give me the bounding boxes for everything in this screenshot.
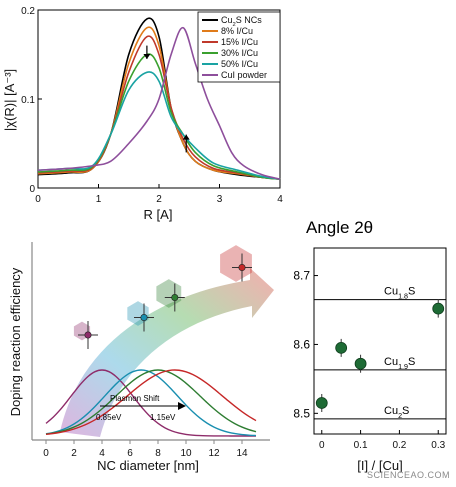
exafs-x-tick-label: 3: [217, 194, 223, 205]
exafs-legend-box: [197, 11, 281, 83]
doping-x-tick-label: 2: [71, 448, 77, 459]
size-distribution-curve-3: [45, 369, 257, 435]
doping-ticks-group: 0 2 4 6 8 10 12 14: [43, 440, 248, 459]
doping-x-tick-label: 6: [127, 448, 133, 459]
angle-chart-title: Angle 2θ: [306, 218, 373, 237]
exafs-y-axis-label: |χ(R)| [A⁻³]: [2, 69, 17, 131]
doping-x-tick-label: 10: [180, 448, 192, 459]
angle-x-tick-label: 0.3: [431, 440, 445, 451]
size-distribution-curves: [45, 369, 257, 437]
exafs-arrows-group: [143, 45, 190, 153]
angle-chart: Angle 2θ Cu1.8S Cu1.9S Cu2S 0 0.1 0.2 0.3 8.5 8…: [276, 208, 456, 482]
doping-point-0: [84, 331, 92, 339]
angle-point-0: [315, 397, 328, 409]
plasmon-arrow-head: [178, 402, 186, 410]
exafs-x-tick-label: 1: [96, 194, 102, 205]
plasmon-right-energy: 1.15eV: [150, 413, 176, 422]
exafs-chart: 0 1 2 3 4 0 0.1 0.2 Cu2S NCs 8% I/Cu 15% I/Cu 30% …: [0, 0, 456, 232]
exafs-annotation-arrowhead-1: [182, 134, 190, 140]
angle-y-tick-label: 8.6: [293, 337, 310, 351]
exafs-annotation-arrowhead-0: [143, 53, 151, 59]
angle-y-tick-label: 8.5: [293, 406, 310, 420]
exafs-x-axis-label: R [A]: [144, 207, 173, 222]
doping-efficiency-svg: 0 2 4 6 8 10 12 14 Plasmon Shift 0.85eV 1.15eV …: [8, 242, 274, 473]
doping-x-tick-label: 4: [99, 448, 105, 459]
reference-lines-group: Cu1.8S Cu1.9S Cu2S: [314, 286, 446, 420]
size-distribution-curve-0: [45, 369, 257, 437]
angle-x-tick-label: 0.1: [354, 440, 368, 451]
exafs-y-tick-label: 0.1: [21, 95, 35, 106]
angle-point-3: [432, 302, 445, 315]
angle-point-1: [335, 341, 348, 354]
doping-x-tick-label: 0: [43, 448, 49, 459]
angle-ticks-group: 0 0.1 0.2 0.3 8.5 8.6 8.7: [293, 269, 445, 451]
angle-plot-frame: [313, 247, 447, 435]
doping-points-group: [73, 245, 252, 349]
exafs-ticks-group: 0 1 2 3 4 0 0.1 0.2: [21, 6, 283, 205]
doping-x-tick-label: 12: [208, 448, 220, 459]
angle-x-tick-label: 0: [319, 440, 325, 451]
nanocrystal-glyph-3: [220, 245, 252, 282]
exafs-legend-label-4: 50% I/Cu: [221, 59, 258, 69]
reference-label-2: Cu2S: [384, 405, 409, 420]
exafs-series-group: [37, 17, 281, 180]
doping-point-3: [238, 263, 246, 271]
doping-x-tick-label: 14: [236, 448, 248, 459]
reference-label-1: Cu1.9S: [384, 356, 415, 371]
plasmon-shift-label: Plasmon Shift: [110, 394, 160, 403]
exafs-legend-label-5: CuI powder: [221, 70, 267, 80]
exafs-legend-label-2: 15% I/Cu: [221, 37, 258, 47]
exafs-x-tick-label: 4: [277, 194, 283, 205]
doping-point-2: [171, 293, 179, 301]
doping-y-axis-label: Doping reaction efficiency: [8, 267, 23, 416]
exafs-series-line-5: [37, 27, 281, 180]
reference-label-0: Cu1.8S: [384, 286, 415, 301]
watermark: SCIENCEAO.COM: [366, 470, 450, 480]
exafs-legend-label-3: 30% I/Cu: [221, 48, 258, 58]
size-distribution-curve-1: [45, 369, 257, 437]
angle-x-tick-label: 0.2: [392, 440, 406, 451]
exafs-y-tick-label: 0: [29, 184, 35, 195]
doping-point-1: [140, 314, 148, 322]
plasmon-left-energy: 0.85eV: [96, 413, 122, 422]
size-distribution-curve-2: [45, 369, 257, 435]
exafs-legend-label-0: Cu2S NCs: [221, 15, 262, 28]
exafs-x-tick-label: 0: [35, 194, 41, 205]
doping-efficiency-chart: 0 2 4 6 8 10 12 14 Plasmon Shift 0.85eV 1.15eV …: [0, 232, 276, 482]
angle-chart-svg: Angle 2θ Cu1.8S Cu1.9S Cu2S 0 0.1 0.2 0.3 8.5 8…: [293, 218, 447, 473]
exafs-x-tick-label: 2: [156, 194, 162, 205]
exafs-y-tick-label: 0.2: [21, 6, 35, 17]
angle-point-2: [354, 357, 367, 370]
angle-y-tick-label: 8.7: [293, 269, 310, 283]
doping-x-axis-label: NC diameter [nm]: [97, 458, 199, 473]
exafs-series-line-4: [37, 71, 281, 180]
exafs-legend-label-1: 8% I/Cu: [221, 26, 253, 36]
angle-points-group: [315, 299, 445, 412]
efficiency-trend-arrow: [60, 268, 274, 437]
doping-x-tick-label: 8: [155, 448, 161, 459]
angle-x-axis-label: [I] / [Cu]: [357, 458, 403, 473]
